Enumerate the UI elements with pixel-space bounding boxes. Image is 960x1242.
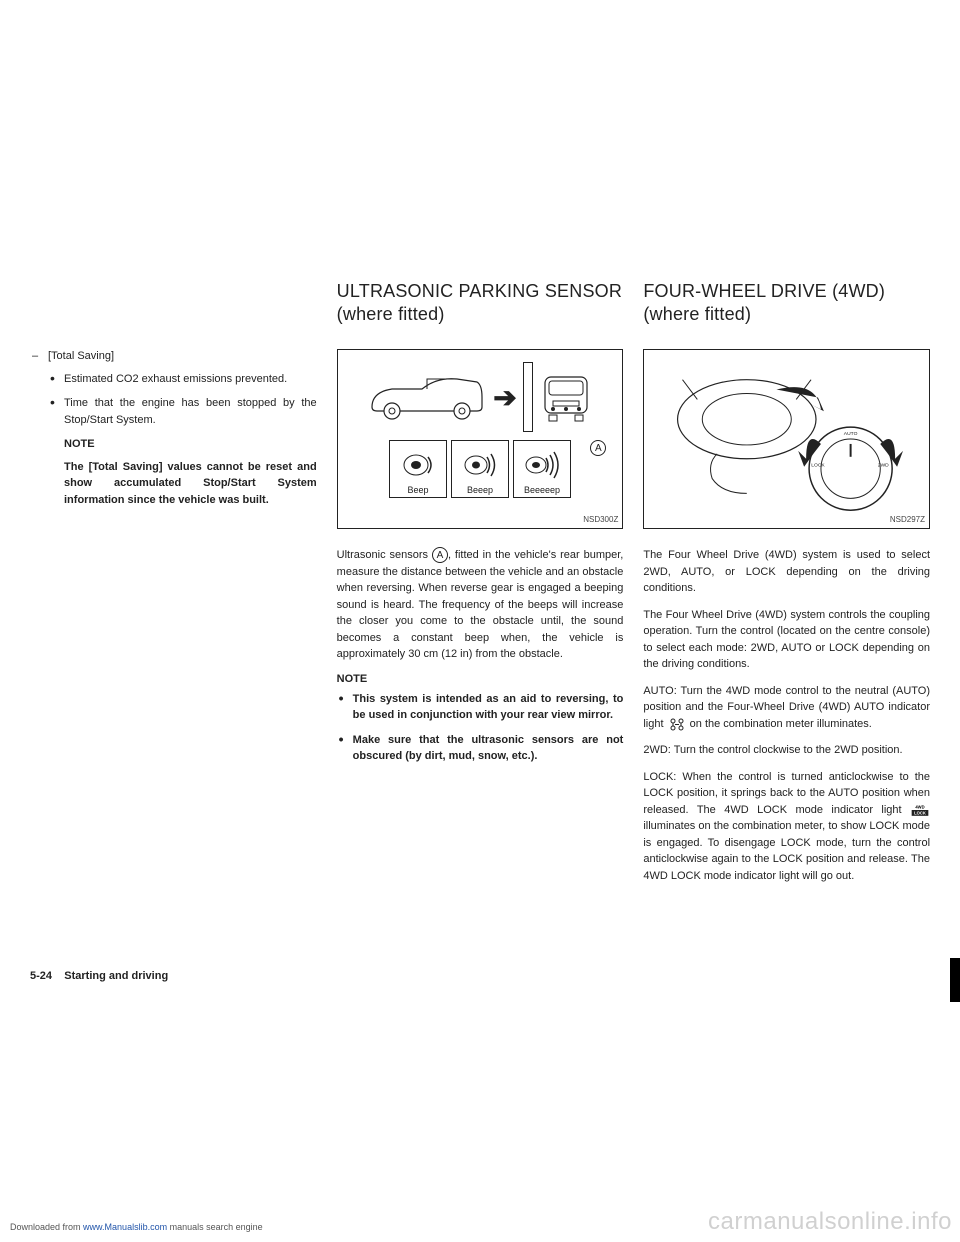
fwd-heading: FOUR-WHEEL DRIVE (4WD) (where fitted): [643, 280, 930, 325]
sensor-label: Beeep: [467, 485, 493, 495]
fwd-para-lock: LOCK: When the control is turned anticlo…: [643, 769, 930, 885]
svg-text:4WD: 4WD: [915, 804, 924, 809]
manualslib-link[interactable]: www.Manualslib.com: [83, 1222, 167, 1232]
figure-id: NSD300Z: [583, 515, 618, 524]
figure-id: NSD297Z: [890, 515, 925, 524]
side-tab: [950, 958, 960, 1002]
note-label: NOTE: [64, 436, 317, 453]
note-bullets: This system is intended as an aid to rev…: [337, 691, 624, 765]
sensor-box: Beeeeep: [513, 440, 571, 498]
column-right: FOUR-WHEEL DRIVE (4WD) (where fitted) AU…: [643, 280, 930, 1142]
sensor-box: Beep: [389, 440, 447, 498]
para-part: Ultrasonic sensors: [337, 549, 432, 561]
page-number: 5-24: [30, 970, 52, 982]
fwd-figure: AUTO LOCK 2WD NSD297Z: [643, 349, 930, 529]
heading-spacer: [30, 280, 317, 348]
ultrasonic-heading: ULTRASONIC PARKING SENSOR (where fitted): [337, 280, 624, 325]
svg-text:AUTO: AUTO: [844, 431, 858, 437]
para-part: on the combination meter illuminates.: [687, 718, 872, 730]
car-side-icon: [367, 367, 487, 427]
download-text: manuals search engine: [167, 1222, 263, 1232]
note-body: The [Total Saving] values cannot be rese…: [64, 459, 317, 509]
speaker-icon: [524, 447, 560, 483]
total-saving-list: [Total Saving] Estimated CO2 exhaust emi…: [30, 348, 317, 508]
nested-list: Estimated CO2 exhaust emissions pre­vent…: [48, 371, 317, 509]
sensor-box: Beeep: [451, 440, 509, 498]
column-left: [Total Saving] Estimated CO2 exhaust emi…: [30, 280, 317, 1142]
car-rear-icon: [539, 369, 593, 425]
figure-bottom-row: Beep Beeep: [338, 440, 623, 498]
page-footer: 5-24 Starting and driving: [30, 970, 168, 982]
speaker-icon: [400, 447, 436, 483]
svg-text:LOCK: LOCK: [914, 810, 926, 815]
download-footer: Downloaded from www.Manualslib.com manua…: [10, 1222, 263, 1232]
sensor-label: Beep: [407, 485, 428, 495]
fwd-para: The Four Wheel Drive (4WD) system is use…: [643, 547, 930, 597]
section-name: Starting and driving: [64, 970, 168, 982]
circle-a-inline: A: [432, 547, 448, 563]
wall-icon: [523, 362, 533, 432]
download-text: Downloaded from: [10, 1222, 83, 1232]
fwd-para-auto: AUTO: Turn the 4WD mode control to the n…: [643, 683, 930, 733]
svg-text:2WD: 2WD: [878, 463, 889, 469]
page-content: [Total Saving] Estimated CO2 exhaust emi…: [30, 280, 930, 1142]
arrow-icon: ➔: [493, 381, 516, 414]
list-item: [Total Saving] Estimated CO2 exhaust emi…: [30, 348, 317, 508]
watermark: carmanualsonline.info: [708, 1208, 952, 1236]
fwd-para: The Four Wheel Drive (4WD) system contro…: [643, 607, 930, 673]
lock-indicator-icon: 4WDLOCK: [910, 802, 930, 818]
svg-text:LOCK: LOCK: [812, 463, 826, 469]
figure-top-row: ➔: [338, 350, 623, 432]
list-item: Estimated CO2 exhaust emissions pre­vent…: [48, 371, 317, 388]
fwd-para: 2WD: Turn the control clockwise to the 2…: [643, 742, 930, 759]
note-label: NOTE: [337, 673, 624, 685]
list-item: This system is intended as an aid to rev…: [337, 691, 624, 724]
auto-indicator-icon: [667, 716, 687, 732]
fwd-dial-icon: AUTO LOCK 2WD: [644, 350, 929, 528]
sensor-label: Beeeeep: [524, 485, 560, 495]
total-saving-label: [Total Saving]: [48, 350, 114, 362]
ultrasonic-para: Ultrasonic sensors A, fitted in the vehi…: [337, 547, 624, 663]
para-part: , fitted in the vehicle's rear bumper, m…: [337, 549, 624, 660]
ultrasonic-figure: ➔ A: [337, 349, 624, 529]
para-part: LOCK: When the control is turned anticlo…: [643, 771, 930, 816]
list-item: Make sure that the ultrasonic sensors ar…: [337, 732, 624, 765]
para-part: illuminates on the combination meter, to…: [643, 820, 930, 882]
column-middle: ULTRASONIC PARKING SENSOR (where fitted)…: [337, 280, 624, 1142]
speaker-icon: [462, 447, 498, 483]
list-item: Time that the engine has been stopped by…: [48, 395, 317, 508]
li-text: Time that the engine has been stopped by…: [64, 397, 317, 426]
